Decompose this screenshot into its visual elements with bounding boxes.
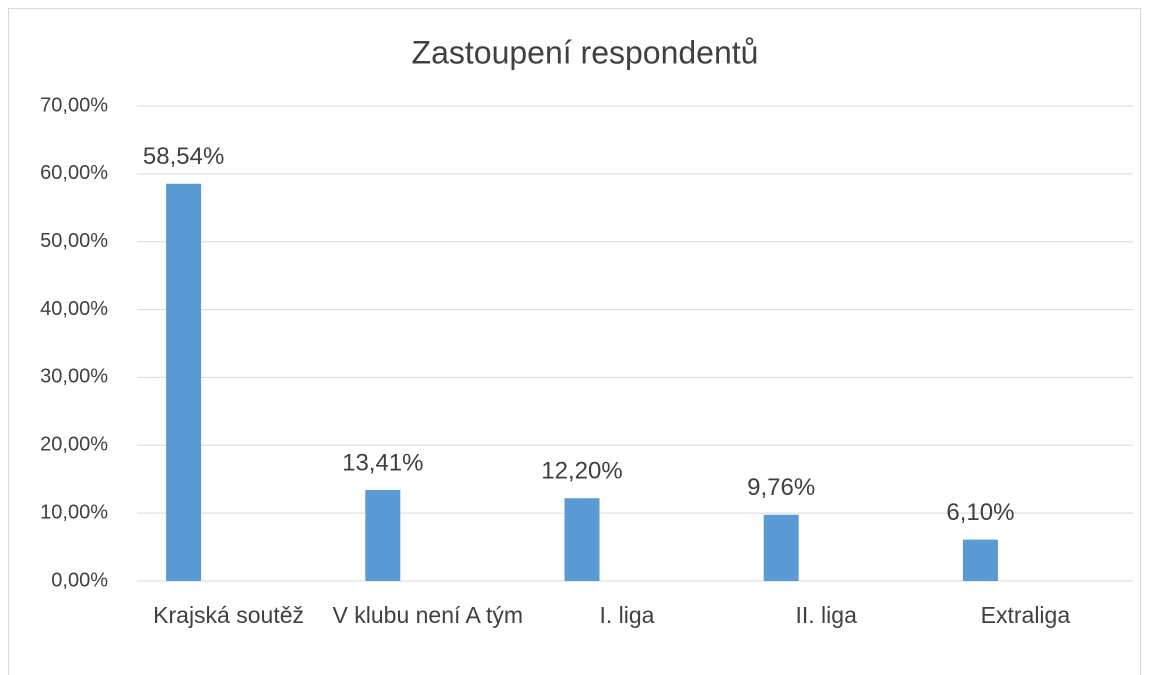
x-tick-label: I. liga — [599, 602, 655, 628]
x-tick-label: II. liga — [795, 602, 857, 628]
data-label: 6,10% — [946, 499, 1014, 526]
y-tick-label: 20,00% — [40, 434, 108, 456]
data-label: 12,20% — [541, 458, 622, 485]
bar — [365, 490, 401, 581]
y-tick-label: 70,00% — [40, 94, 108, 116]
y-tick-label: 0,00% — [51, 569, 108, 591]
chart-title: Zastoupení respondentů — [412, 34, 759, 70]
y-tick-label: 10,00% — [40, 501, 108, 523]
y-tick-label: 50,00% — [40, 230, 108, 252]
data-label: 58,54% — [143, 143, 224, 170]
x-tick-label: V klubu není A tým — [332, 602, 524, 628]
y-tick-label: 60,00% — [40, 162, 108, 184]
x-tick-label: Krajská soutěž — [153, 602, 305, 628]
bar — [962, 539, 998, 581]
y-tick-label: 30,00% — [40, 366, 108, 388]
bar — [564, 498, 600, 581]
data-label: 13,41% — [342, 449, 423, 476]
x-tick-label: Extraliga — [980, 602, 1071, 628]
y-tick-label: 40,00% — [40, 298, 108, 320]
bar — [166, 183, 202, 581]
chart-border — [8, 8, 1141, 675]
bar — [763, 514, 799, 581]
data-label: 9,76% — [747, 474, 815, 501]
